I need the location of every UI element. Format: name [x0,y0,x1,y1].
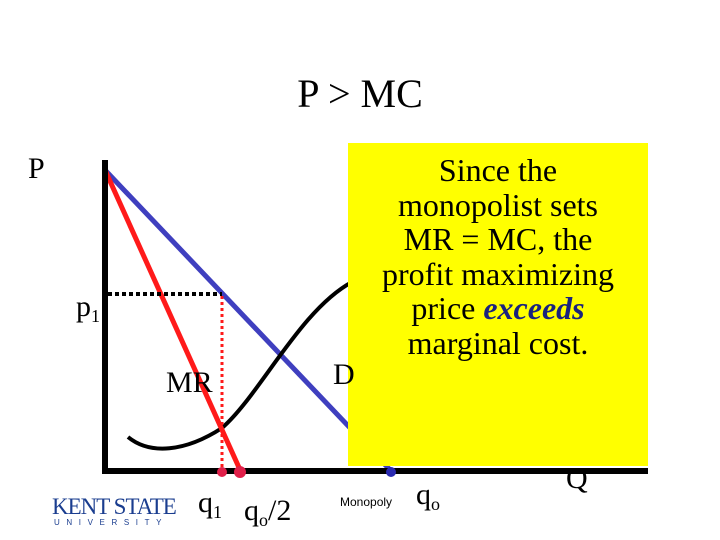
demand-curve [103,168,394,474]
price-p1-subscript: 1 [91,306,100,326]
marginal-revenue-curve [102,168,244,474]
price-p1-label: p1 [76,290,100,327]
q1-base: q [198,486,213,519]
qo-point [386,467,396,477]
q1-point [217,467,227,477]
explanation-callout: Since the monopolist sets MR = MC, the p… [348,143,648,466]
callout-line-3: MR = MC, the [403,221,593,257]
mr-label: MR [166,366,213,399]
qo-base: q [416,478,431,511]
quantity-axis-label: Q [566,462,588,495]
qo-label: qo [416,478,440,515]
callout-line-4: profit maximizing [382,255,614,292]
demand-label: D [333,358,355,391]
callout-line-1: Since the [438,152,558,188]
monopoly-label: Monopoly [340,495,393,509]
qo-subscript: o [431,494,440,514]
callout-line-2: monopolist sets [397,186,598,223]
logo-wordmark: KENT STATE [52,494,177,519]
qo-half-subscript: o [259,510,268,530]
slide-title: P > MC [297,71,423,116]
qo-half-suffix: /2 [268,494,292,527]
logo-subtitle: UNIVERSITY [54,518,169,527]
q1-subscript: 1 [213,502,222,522]
price-p1-base: p [76,290,91,323]
qo2-point [234,466,246,478]
callout-emphasis: exceeds [483,290,585,326]
callout-price-word: price [411,290,484,326]
qo-half-label: qo/2 [244,494,291,531]
kent-state-logo: KENT STATE UNIVERSITY [52,494,182,530]
qo-half-base: q [244,494,259,527]
marginal-cost-curve [126,280,353,451]
callout-line-6: marginal cost. [407,324,589,361]
price-axis-label: P [28,152,45,185]
q1-label: q1 [198,486,222,523]
callout-line-5: price exceeds [348,291,648,326]
